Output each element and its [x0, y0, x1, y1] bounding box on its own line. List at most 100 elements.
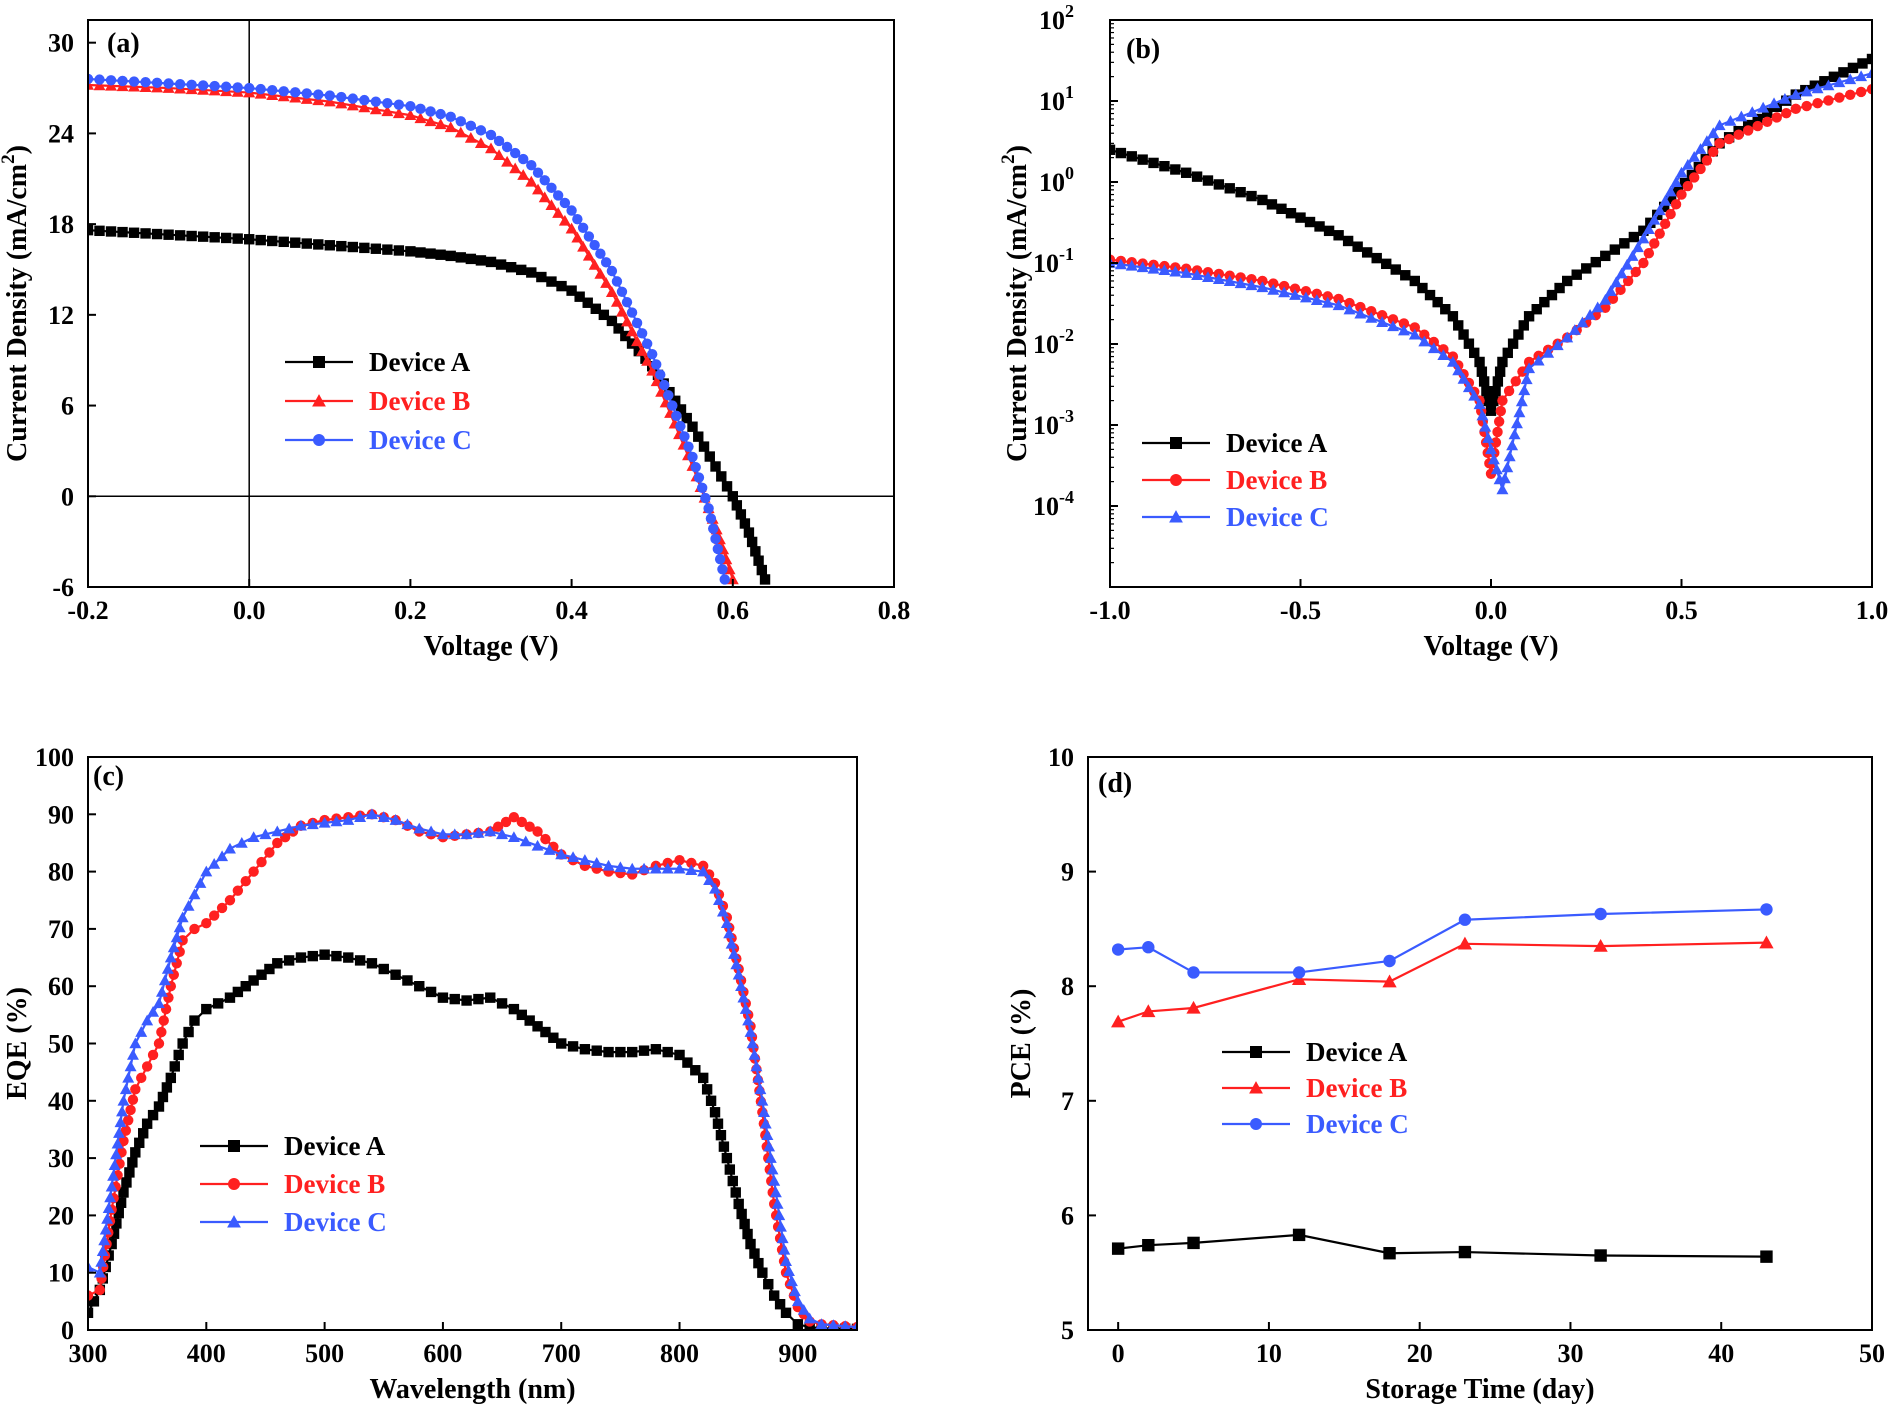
data-point [223, 842, 236, 854]
data-point [1855, 86, 1867, 98]
data-point [626, 325, 639, 337]
data-point [425, 106, 436, 117]
plot-frame [1109, 19, 1873, 588]
data-point [108, 1228, 120, 1239]
data-point [785, 1275, 798, 1287]
data-point [88, 1296, 100, 1307]
data-point [606, 265, 618, 277]
data-point [444, 121, 457, 133]
data-point [197, 80, 209, 91]
data-point [201, 917, 212, 929]
x-tick-label: -0.5 [1280, 596, 1321, 625]
data-point [1619, 238, 1630, 249]
data-point [626, 862, 639, 874]
series-line [1118, 908, 1767, 974]
x-tick-label: 50 [1859, 1339, 1885, 1368]
data-point [102, 1202, 115, 1214]
data-point [1343, 303, 1356, 315]
data-point [1311, 288, 1323, 300]
data-point [574, 291, 585, 302]
data-point [331, 950, 342, 962]
data-point [1828, 71, 1840, 82]
data-point [780, 1255, 792, 1267]
data-point [1694, 143, 1707, 154]
data-point [104, 1191, 117, 1203]
data-point [272, 837, 283, 849]
data-point [1707, 127, 1720, 139]
data-point [244, 82, 255, 94]
data-point [1310, 294, 1323, 306]
data-point [94, 225, 105, 237]
y-tick-label: 12 [48, 301, 74, 330]
data-point [577, 222, 589, 233]
data-point [719, 574, 730, 585]
data-point [539, 175, 550, 186]
data-point [1561, 331, 1574, 343]
data-point [1427, 342, 1440, 354]
data-point [797, 1303, 810, 1315]
data-point [108, 1159, 121, 1171]
data-point [157, 1091, 169, 1103]
legend-marker [1169, 510, 1183, 523]
data-point [1397, 324, 1410, 336]
data-point [546, 276, 557, 287]
data-point [1289, 283, 1301, 294]
panel-label: (a) [107, 28, 140, 59]
data-point [105, 75, 117, 86]
y-tick-label: 101 [1039, 82, 1074, 116]
data-point [1681, 158, 1694, 170]
data-point [724, 1164, 736, 1175]
data-point [721, 1152, 733, 1164]
data-point [119, 1083, 132, 1095]
data-point [278, 236, 289, 248]
data-point [1523, 362, 1536, 374]
y-tick-label: 10-1 [1033, 244, 1074, 278]
data-point [638, 1045, 650, 1056]
data-point [318, 816, 331, 828]
data-point [545, 199, 558, 211]
data-point [1724, 115, 1737, 126]
data-point [803, 1312, 816, 1324]
data-point [436, 828, 449, 840]
data-point [96, 1245, 109, 1256]
data-point [402, 975, 413, 986]
data-point [94, 74, 105, 85]
data-point [1542, 347, 1555, 358]
data-point [445, 111, 456, 122]
data-point [1801, 100, 1812, 112]
data-point [671, 410, 682, 422]
series-device-a [1110, 53, 1872, 416]
y-tick-label: 10-2 [1033, 325, 1074, 359]
data-point [1600, 250, 1611, 262]
data-point [113, 1127, 126, 1138]
data-point [167, 941, 180, 953]
data-point [1762, 116, 1773, 127]
y-tick-label: 40 [48, 1087, 74, 1116]
data-point [1487, 453, 1500, 465]
data-point [764, 1152, 777, 1163]
data-point [701, 1084, 713, 1095]
data-point [121, 1177, 132, 1188]
data-point [98, 1234, 111, 1246]
data-point [141, 1061, 153, 1072]
data-point [455, 116, 466, 127]
data-point [693, 472, 705, 483]
data-point [88, 224, 94, 236]
x-tick-label: 300 [69, 1339, 108, 1368]
data-point [105, 1180, 118, 1192]
data-point [641, 354, 654, 366]
data-point [710, 461, 721, 472]
data-point [693, 431, 704, 442]
data-point [595, 248, 606, 259]
data-point [424, 115, 437, 127]
data-point [698, 1072, 709, 1084]
data-point [347, 241, 359, 253]
data-point [147, 1109, 159, 1121]
series-line [88, 83, 734, 580]
data-point [1695, 163, 1706, 175]
data-point [1768, 97, 1781, 109]
data-point [319, 949, 330, 960]
data-point [1376, 316, 1389, 327]
data-point [359, 94, 370, 106]
data-point [1689, 172, 1700, 183]
